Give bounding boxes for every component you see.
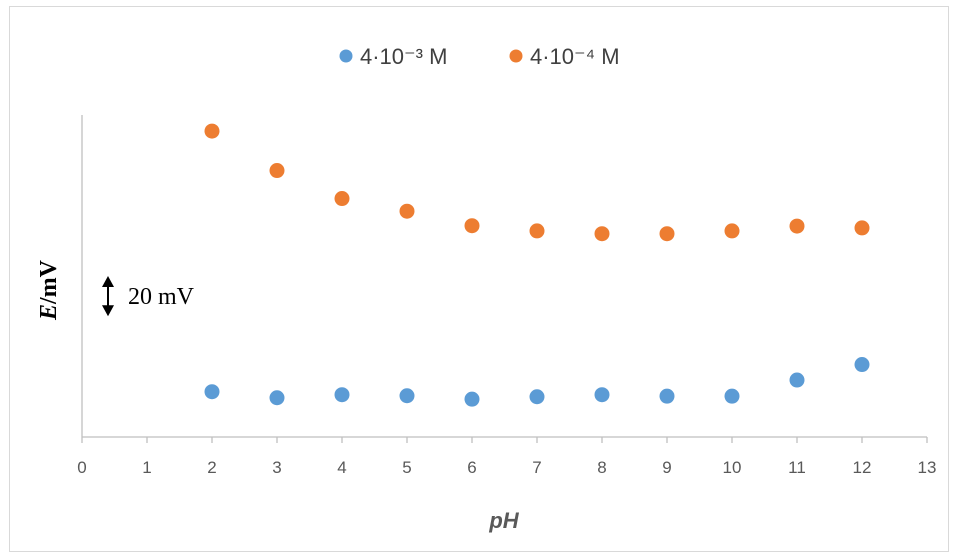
- data-points: [204, 123, 870, 407]
- data-point-series-1: [789, 372, 805, 388]
- data-point-series-1: [594, 387, 610, 403]
- data-point-series-2: [594, 226, 610, 242]
- x-tick-label: 11: [788, 458, 806, 477]
- data-point-series-1: [204, 384, 220, 400]
- data-point-series-1: [854, 357, 870, 373]
- x-axis-ticks: [81, 437, 928, 443]
- data-point-series-2: [269, 163, 285, 179]
- y-axis-label: E/mV: [36, 259, 62, 321]
- legend-label-series-1: 4·10⁻³ M: [360, 44, 447, 69]
- x-tick-label: 1: [142, 458, 151, 477]
- data-point-series-2: [204, 123, 220, 139]
- data-point-series-2: [854, 220, 870, 236]
- x-tick-label: 0: [77, 458, 86, 477]
- data-point-series-2: [724, 223, 740, 239]
- x-tick-label: 2: [207, 458, 216, 477]
- data-point-series-2: [659, 226, 675, 242]
- chart-frame: [9, 6, 949, 552]
- x-tick-label: 6: [467, 458, 476, 477]
- legend-marker-series-2: [509, 49, 523, 63]
- x-tick-label: 4: [337, 458, 346, 477]
- data-point-series-2: [529, 223, 545, 239]
- data-point-series-2: [334, 191, 350, 207]
- data-point-series-1: [334, 387, 350, 403]
- x-tick-label: 13: [918, 458, 937, 477]
- scale-bar: 20 mV: [102, 276, 195, 317]
- data-point-series-1: [724, 388, 740, 404]
- x-tick-label: 5: [402, 458, 411, 477]
- x-tick-label: 3: [272, 458, 281, 477]
- scale-bar-label: 20 mV: [128, 284, 195, 310]
- y-axis-label-quantity: E: [36, 304, 62, 321]
- x-tick-label: 9: [662, 458, 671, 477]
- x-tick-label: 7: [532, 458, 541, 477]
- data-point-series-2: [399, 203, 415, 219]
- x-tick-label: 10: [723, 458, 742, 477]
- x-axis-tick-labels: 0 1 2 3 4 5 6 7 8 9 10 11 12 13: [77, 458, 936, 477]
- x-tick-label: 12: [853, 458, 872, 477]
- legend-marker-series-1: [339, 49, 353, 63]
- data-point-series-1: [399, 388, 415, 404]
- x-axis-label: pH: [488, 508, 519, 533]
- data-point-series-1: [529, 389, 545, 405]
- data-point-series-2: [464, 218, 480, 234]
- data-point-series-1: [269, 390, 285, 406]
- data-point-series-1: [464, 391, 480, 407]
- y-axis-label-unit: /mV: [36, 259, 62, 305]
- data-point-series-1: [659, 388, 675, 404]
- data-point-series-2: [789, 218, 805, 234]
- legend-label-series-2: 4·10⁻⁴ M: [530, 44, 620, 69]
- scale-bar-arrow-top: [102, 276, 114, 287]
- legend: 4·10⁻³ M 4·10⁻⁴ M: [339, 44, 620, 69]
- scale-bar-arrow-bottom: [102, 305, 114, 317]
- x-tick-label: 8: [597, 458, 606, 477]
